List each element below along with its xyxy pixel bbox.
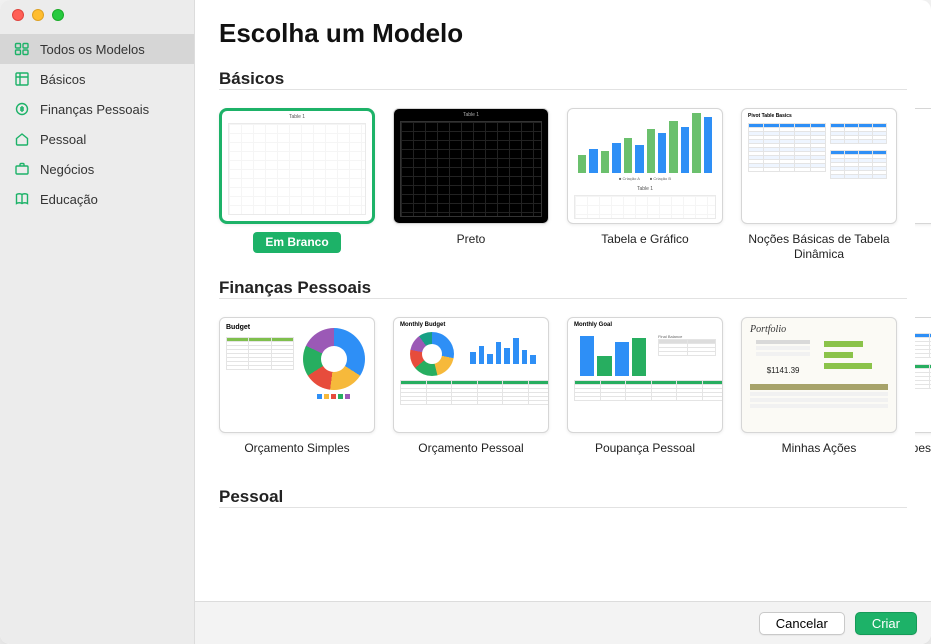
template-stocks[interactable]: Portfolio $1141.39: [741, 317, 897, 471]
sheet-icon: [14, 71, 30, 87]
main-pane: Escolha um Modelo Básicos Table 1 Em Bra…: [195, 0, 931, 644]
template-savings[interactable]: Monthly Goal Final Balance Poupança Pess…: [567, 317, 723, 471]
template-simple-budget[interactable]: Budget Orçamento Simples: [219, 317, 375, 471]
template-thumb: Monthly Budget #pb-donut::after{inset:12…: [393, 317, 549, 433]
template-label: Orçamento Simples: [244, 441, 349, 471]
template-thumb: Portfolio $1141.39: [741, 317, 897, 433]
sidebar-item-label: Negócios: [40, 162, 94, 177]
template-thumb: Shared Expenses: [915, 317, 931, 433]
house-icon: [14, 131, 30, 147]
template-label: Tabela e Gráfico: [601, 232, 688, 262]
template-label: Despesas D: [915, 441, 931, 471]
template-thumb: Table 1: [393, 108, 549, 224]
sidebar-item-label: Todos os Modelos: [40, 42, 145, 57]
close-icon[interactable]: [12, 9, 24, 21]
template-dark[interactable]: Table 1 Preto: [393, 108, 549, 262]
section-title-finance: Finanças Pessoais: [219, 278, 907, 299]
page-title: Escolha um Modelo: [219, 18, 931, 49]
template-pivot[interactable]: Pivot Table Basics Noções: [741, 108, 897, 262]
sidebar-item-label: Educação: [40, 192, 98, 207]
template-label: Poupança Pessoal: [595, 441, 695, 471]
content-area: Escolha um Modelo Básicos Table 1 Em Bra…: [195, 0, 931, 601]
template-thumb: Table 1: [219, 108, 375, 224]
book-icon: [14, 191, 30, 207]
sidebar-item-book[interactable]: Educação: [0, 184, 194, 214]
template-thumb: Pivot Table Basics: [741, 108, 897, 224]
template-label: Noções Básicas de Tabela Dinâmica: [741, 232, 897, 262]
sidebar-item-label: Pessoal: [40, 132, 86, 147]
section-title-personal: Pessoal: [219, 487, 907, 508]
template-label: Minhas Ações: [782, 441, 857, 471]
window-controls: [0, 0, 194, 30]
coin-icon: [14, 101, 30, 117]
sidebar-item-coin[interactable]: Finanças Pessoais: [0, 94, 194, 124]
sidebar-item-briefcase[interactable]: Negócios: [0, 154, 194, 184]
template-chooser-window: Todos os Modelos Básicos Finanças Pessoais…: [0, 0, 931, 644]
sidebar: Todos os Modelos Básicos Finanças Pessoais…: [0, 0, 195, 644]
sidebar-item-sheet[interactable]: Básicos: [0, 64, 194, 94]
create-button[interactable]: Criar: [855, 612, 917, 635]
sidebar-item-label: Finanças Pessoais: [40, 102, 149, 117]
template-overflow[interactable]: [915, 108, 931, 262]
template-label: Em Branco: [253, 232, 340, 253]
sidebar-item-label: Básicos: [40, 72, 86, 87]
template-thumb: Criação ACriação B Table 1: [567, 108, 723, 224]
template-blank[interactable]: Table 1 Em Branco: [219, 108, 375, 262]
sidebar-item-grid[interactable]: Todos os Modelos: [0, 34, 194, 64]
section-title-basics: Básicos: [219, 69, 907, 90]
template-thumb: [915, 108, 931, 224]
minimize-icon[interactable]: [32, 9, 44, 21]
footer: Cancelar Criar: [195, 601, 931, 644]
template-row-finance: Budget Orçamento Simples Mon: [219, 317, 931, 477]
template-chart[interactable]: Criação ACriação B Table 1 Tabela e Gráf…: [567, 108, 723, 262]
template-label: Preto: [457, 232, 486, 262]
sidebar-item-house[interactable]: Pessoal: [0, 124, 194, 154]
grid-icon: [14, 41, 30, 57]
template-thumb: Monthly Goal Final Balance: [567, 317, 723, 433]
zoom-icon[interactable]: [52, 9, 64, 21]
briefcase-icon: [14, 161, 30, 177]
template-personal-budget[interactable]: Monthly Budget #pb-donut::after{inset:12…: [393, 317, 549, 471]
template-shared-expenses[interactable]: Shared Expenses Despesas D: [915, 317, 931, 471]
template-label: Orçamento Pessoal: [418, 441, 523, 471]
cancel-button[interactable]: Cancelar: [759, 612, 845, 635]
template-thumb: Budget: [219, 317, 375, 433]
template-row-basics: Table 1 Em Branco Table 1 Preto Criação …: [219, 108, 931, 268]
